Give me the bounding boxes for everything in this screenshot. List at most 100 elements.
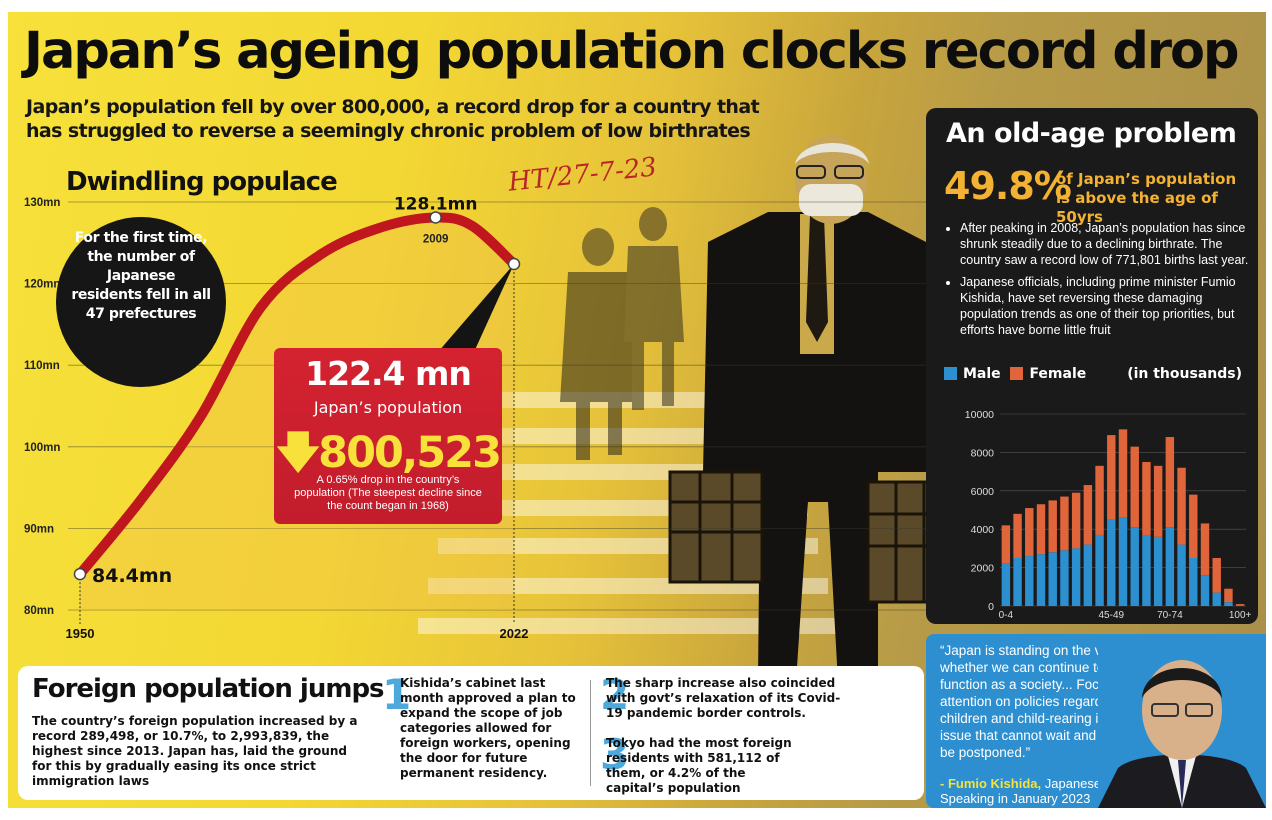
age-x-tick-label: 70-74: [1157, 610, 1183, 621]
female-swatch: [1010, 367, 1024, 380]
foreign-intro: The country’s foreign population increas…: [32, 714, 358, 788]
female-bar: [1001, 525, 1011, 564]
female-bar: [1142, 462, 1151, 535]
female-bar: [1200, 523, 1210, 576]
page-title: Japan’s ageing population clocks record …: [24, 22, 1240, 81]
population-label: Japan’s population: [313, 398, 463, 417]
y-tick-label: 130mn: [24, 197, 60, 209]
male-bar: [1142, 534, 1151, 606]
female-bar: [1212, 558, 1221, 593]
data-point: [507, 257, 521, 271]
male-bar: [1048, 552, 1057, 606]
page-subtitle: Japan’s population fell by over 800,000,…: [26, 96, 760, 142]
y-tick-label: 80mn: [24, 605, 54, 617]
population-callout: 122.4 mn Japan’s population 🡇800,523 A 0…: [274, 348, 502, 524]
annotation-label: 84.4mn: [92, 565, 172, 587]
infographic: Japan’s ageing population clocks record …: [8, 12, 1266, 808]
data-point: [429, 211, 442, 224]
callout-pointer: [438, 264, 514, 352]
foreign-point-1: Kishida’s cabinet last month approved a …: [400, 676, 576, 780]
female-bar: [1153, 465, 1163, 537]
age-x-tick-label: 0-4: [999, 610, 1014, 621]
old-age-title: An old-age problem: [946, 118, 1237, 149]
old-age-percent: 49.8%: [944, 164, 1072, 208]
male-bar: [1130, 527, 1139, 606]
point-number: 1: [382, 670, 412, 719]
line-chart-title: Dwindling populace: [66, 167, 338, 197]
x-tick-label: 1950: [66, 626, 95, 641]
male-bar: [1118, 517, 1128, 606]
population-drop-note: A 0.65% drop in the country’s population…: [294, 474, 482, 512]
age-y-tick-label: 10000: [965, 409, 994, 421]
foreign-title: Foreign population jumps: [32, 674, 385, 704]
kishida-portrait: [1098, 640, 1266, 808]
point-number: 3: [600, 730, 630, 779]
male-bar: [1177, 544, 1186, 606]
male-bar: [1013, 558, 1022, 606]
prefectures-callout-text: For the first time, the number of Japane…: [71, 230, 211, 322]
population-curve: [75, 212, 519, 580]
x-tick-label: 2022: [500, 626, 529, 641]
quote-text: “Japan is standing on the verge of wheth…: [940, 643, 1144, 760]
quote-author: - Fumio Kishida,: [940, 776, 1042, 791]
male-bar: [1153, 536, 1163, 606]
male-bar: [1036, 554, 1046, 606]
prefectures-callout: For the first time, the number of Japane…: [56, 217, 226, 387]
female-bar: [1189, 494, 1198, 558]
female-bar: [1036, 504, 1046, 555]
male-bar: [1060, 550, 1069, 606]
point-number: 2: [600, 670, 630, 719]
female-bar: [1165, 437, 1175, 528]
female-bar: [1060, 496, 1069, 551]
old-age-panel: An old-age problem 49.8% of Japan’s popu…: [926, 108, 1258, 624]
female-bar: [1118, 429, 1128, 518]
female-bar: [1013, 513, 1022, 558]
foreign-population-box: Foreign population jumps The country’s f…: [18, 666, 924, 800]
age-y-tick-label: 4000: [971, 524, 995, 536]
female-bar: [1083, 485, 1093, 545]
foreign-point-2: The sharp increase also coincided with g…: [606, 676, 841, 720]
male-bar: [1224, 602, 1233, 606]
y-tick-label: 110mn: [24, 360, 60, 372]
population-value: 122.4 mn: [305, 354, 472, 393]
female-bar: [1071, 492, 1081, 549]
female-bar: [1095, 465, 1104, 535]
age-bar-chart: 10000 8000 6000 4000 2000 0 0-4 45-49 70-74 100+ A…: [965, 409, 1252, 624]
female-bar: [1177, 467, 1186, 545]
female-bar: [1224, 588, 1233, 603]
population-drop-value: 800,523: [318, 428, 502, 478]
column-divider: [590, 680, 591, 786]
male-bar: [1200, 575, 1210, 606]
y-tick-label: 120mn: [24, 279, 60, 291]
female-bar: [1130, 446, 1139, 528]
legend-male: Male: [963, 366, 1001, 382]
male-bar: [1095, 534, 1104, 606]
age-y-tick-label: 2000: [971, 563, 995, 575]
data-point: [73, 567, 87, 581]
old-age-bullets: After peaking in 2008, Japan’s populatio…: [944, 220, 1260, 344]
female-bar: [1235, 604, 1245, 606]
crosswalk-stripe: [418, 618, 838, 634]
age-y-tick-label: 8000: [971, 447, 995, 459]
male-swatch: [944, 367, 957, 380]
male-bar: [1107, 519, 1116, 606]
annotation-label: 128.1mn: [394, 195, 478, 215]
female-bar: [1025, 508, 1034, 557]
old-age-bullet: After peaking in 2008, Japan’s populatio…: [960, 220, 1260, 268]
male-bar: [1001, 563, 1011, 606]
male-bar: [1212, 592, 1221, 606]
y-tick-label: 100mn: [24, 442, 60, 454]
down-arrow-icon: 🡇: [275, 428, 320, 478]
age-x-axis-label: Age group: [1088, 623, 1139, 624]
male-bar: [1071, 548, 1081, 606]
male-bar: [1025, 556, 1034, 606]
female-bar: [1107, 435, 1116, 520]
annotation-sublabel: 2009: [423, 234, 449, 246]
age-chart-legend: Male Female (in thousands): [944, 366, 1252, 382]
age-chart-units: (in thousands): [1127, 366, 1242, 382]
age-y-tick-label: 0: [988, 601, 994, 613]
male-bar: [1189, 558, 1198, 606]
male-bar: [1165, 527, 1175, 606]
age-x-tick-label: 100+: [1229, 610, 1252, 621]
male-bar: [1083, 544, 1093, 606]
